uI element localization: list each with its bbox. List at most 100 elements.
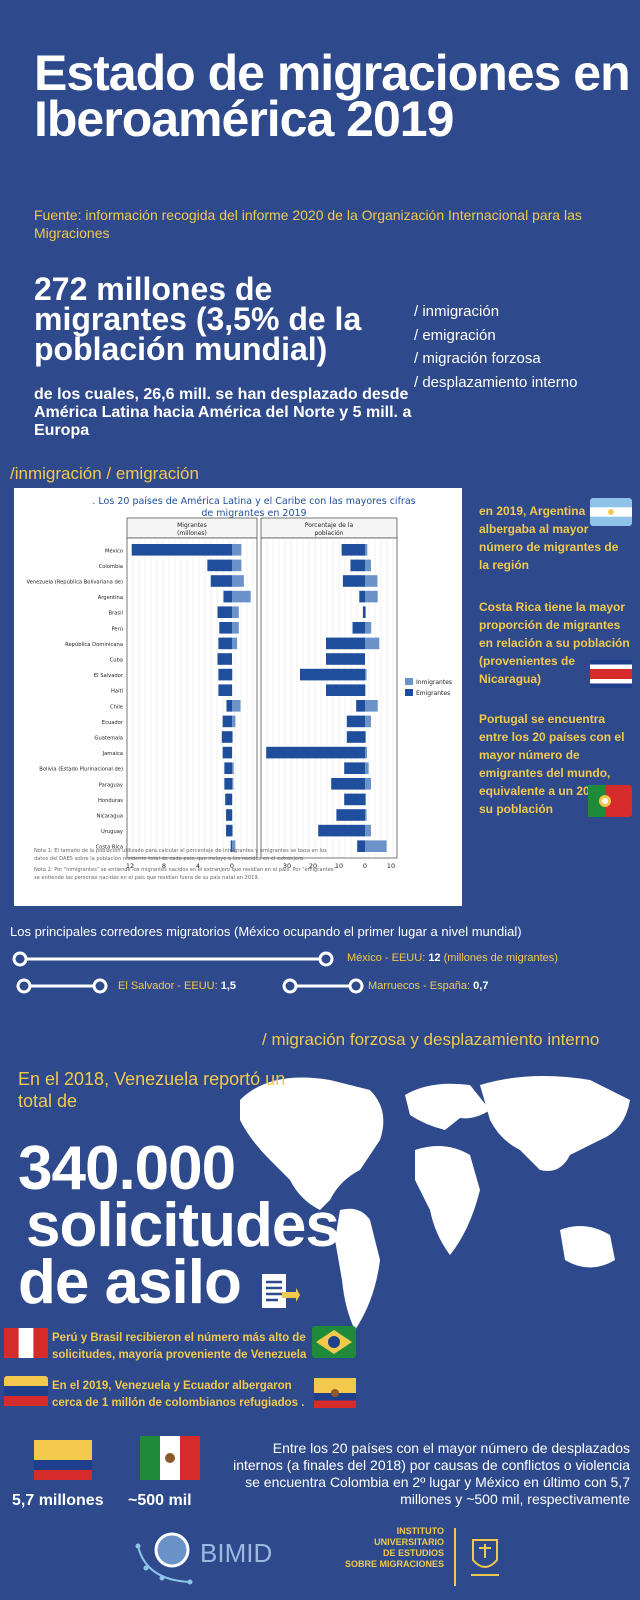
ecuador-flag-icon	[314, 1378, 356, 1408]
category-label: Bolivia (Estado Plurinacional de)	[39, 767, 123, 773]
section-title-migracion-forzosa: / migración forzosa y desplazamiento int…	[262, 1030, 600, 1049]
instituto-line: DE ESTUDIOS	[382, 1548, 444, 1558]
immigrants-bar	[365, 778, 371, 790]
asylum-line2: solicitudes	[26, 1191, 340, 1260]
corridor-value: 12	[428, 952, 441, 964]
immigrants-bar	[365, 731, 367, 743]
category-label: Venezuela (República Bolivariana de)	[26, 579, 123, 586]
emigrants-bar	[131, 544, 232, 556]
emigrants-bar	[226, 824, 232, 837]
emigrants-bar	[326, 653, 365, 665]
page-title: Estado de migraciones en Iberoamérica 20…	[34, 45, 631, 147]
category-label: Haití	[111, 688, 124, 695]
immigrants-bar	[365, 700, 378, 712]
immigrants-bar	[232, 559, 242, 572]
immigrants-bar	[365, 544, 368, 556]
tick-label: 0	[230, 862, 234, 870]
chart-title-line2: de migrantes en 2019	[201, 508, 306, 519]
asylum-number: 340.000	[18, 1134, 236, 1203]
legend-swatch-emigrants	[405, 689, 413, 696]
category-label: Colombia	[99, 564, 123, 570]
university-crest-icon	[471, 1539, 499, 1576]
emigrants-bar	[207, 559, 232, 572]
immigrants-bar	[232, 824, 233, 837]
tick-label: 10	[335, 862, 343, 870]
immigrants-bar	[365, 622, 372, 634]
immigrants-bar	[365, 840, 387, 852]
emigrants-bar	[356, 700, 365, 712]
emigrants-bar	[359, 590, 365, 603]
category-item: / inmigración	[414, 303, 500, 320]
emigrants-bar	[225, 793, 232, 806]
corridor-value: 0,7	[473, 980, 489, 992]
panel-title-line2: (millones)	[177, 530, 207, 537]
immigrants-bar	[232, 778, 234, 790]
portugal-flag-icon	[588, 785, 632, 817]
immigrants-bar	[232, 715, 236, 728]
bimid-logo-icon	[135, 1532, 193, 1585]
argentina-flag-icon	[590, 498, 632, 526]
category-label: Honduras	[98, 798, 123, 804]
panel-title: Migrantes	[177, 522, 207, 529]
immigrants-bar	[365, 746, 368, 759]
immigrants-bar	[365, 809, 367, 821]
instituto-logo: INSTITUTO UNIVERSITARIO DE ESTUDIOS SOBR…	[300, 1526, 444, 1570]
emigrants-bar	[318, 824, 365, 837]
emigrants-bar	[230, 840, 232, 852]
displaced-text: Entre los 20 países con el mayor número …	[233, 1440, 630, 1507]
tick-label: 10	[387, 862, 395, 870]
emigrants-bar	[218, 684, 232, 696]
category-item: / emigración	[414, 326, 496, 344]
colombia-displaced: 5,7 millones	[12, 1492, 104, 1509]
bimid-logo-text: BIMID	[200, 1538, 273, 1568]
category-label: Cuba	[110, 658, 123, 664]
costa-rica-flag-icon	[590, 660, 632, 688]
panel-title: Porcentaje de la	[305, 522, 354, 529]
legend-label: Emigrantes	[416, 690, 450, 697]
category-label: Ecuador	[102, 720, 124, 726]
instituto-line: INSTITUTO	[396, 1526, 444, 1536]
emigrants-bar	[331, 778, 365, 790]
emigrants-bar	[222, 715, 232, 728]
chart-note: Nota 2: Por "inmigrantes" se entiende lo…	[34, 866, 336, 873]
corridor-marruecos: Marruecos - España: 0,7	[368, 980, 488, 992]
immigrants-bar	[365, 824, 371, 837]
note-portugal: Portugal se encuentra entre los 20 paíse…	[479, 712, 625, 816]
legend-swatch-immigrants	[405, 678, 413, 685]
emigrants-bar	[226, 700, 232, 712]
panel-title-line2: población	[314, 530, 343, 537]
immigrants-bar	[232, 762, 234, 774]
category-label: Brasil	[109, 611, 123, 617]
category-label: México	[105, 547, 123, 554]
immigrants-bar	[232, 840, 236, 852]
category-label: Chile	[110, 704, 123, 710]
category-label: Paraguay	[99, 782, 123, 788]
emigrants-bar	[222, 746, 232, 759]
emigrants-bar	[336, 809, 365, 821]
immigrants-bar	[365, 684, 366, 696]
immigrants-bar	[232, 622, 239, 634]
category-label: Argentina	[98, 595, 123, 601]
category-label: República Dominicana	[65, 641, 123, 648]
emigrants-bar	[266, 746, 365, 759]
venezuela-flag-icon	[4, 1376, 48, 1406]
chart-note: datos del DAES sobre la población reside…	[34, 855, 305, 862]
tick-label: 12	[126, 862, 134, 870]
emigrants-bar	[218, 637, 232, 650]
corridor-label: México - EEUU:	[347, 952, 426, 964]
immigrants-bar	[365, 762, 369, 774]
tick-label: 8	[162, 862, 166, 870]
corridor-el-salvador: El Salvador - EEUU: 1,5	[118, 980, 236, 992]
category-label: Jamaica	[102, 751, 123, 757]
emigrants-bar	[300, 668, 365, 681]
emigrants-bar	[224, 762, 232, 774]
immigrants-bar	[365, 559, 371, 572]
immigrants-bar	[365, 668, 367, 681]
corridors-title: Los principales corredores migratorios (…	[10, 924, 522, 939]
immigrants-bar	[232, 637, 238, 650]
corridor-label: El Salvador - EEUU:	[118, 980, 218, 992]
chart-note: se entiende las personas nacidas en el p…	[34, 874, 260, 881]
source-text: Fuente: información recogida del informe…	[34, 207, 582, 241]
immigrants-bar	[365, 590, 378, 603]
emigrants-bar	[346, 731, 365, 743]
